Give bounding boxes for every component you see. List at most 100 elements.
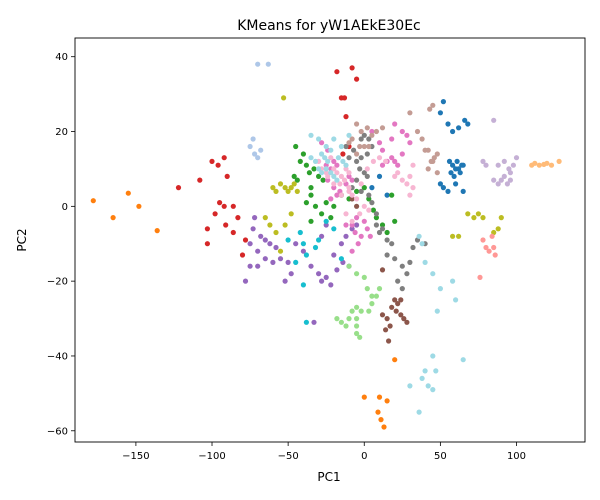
data-point	[352, 229, 358, 236]
data-point	[291, 173, 297, 179]
data-point	[437, 181, 443, 187]
data-point	[462, 117, 468, 123]
data-point	[125, 190, 131, 196]
data-point	[364, 173, 370, 179]
data-point	[281, 95, 287, 101]
data-point	[366, 136, 372, 142]
x-tick-label: −150	[122, 451, 149, 462]
data-point	[376, 286, 383, 292]
data-point	[252, 151, 258, 157]
data-point	[303, 252, 309, 258]
x-axis-label: PC1	[317, 470, 340, 484]
data-point	[384, 252, 390, 258]
data-point	[320, 177, 326, 183]
data-point	[277, 248, 284, 254]
data-point	[328, 155, 334, 161]
data-point	[387, 323, 393, 329]
data-point	[366, 196, 372, 202]
data-point	[386, 338, 392, 344]
data-point	[277, 181, 284, 187]
data-point	[354, 304, 360, 310]
data-point	[460, 188, 466, 194]
data-point	[369, 185, 375, 191]
data-point	[401, 316, 407, 322]
data-point	[303, 319, 309, 325]
data-point	[384, 192, 390, 198]
data-point	[308, 218, 314, 224]
data-point	[325, 173, 331, 179]
data-point	[282, 185, 288, 191]
data-point	[492, 252, 498, 258]
data-point	[331, 158, 337, 164]
data-point	[262, 215, 268, 221]
data-point	[250, 136, 256, 142]
data-point	[389, 192, 395, 198]
data-point	[407, 173, 413, 179]
data-point	[395, 162, 401, 168]
data-point	[343, 211, 349, 217]
data-point	[392, 256, 398, 262]
data-point	[349, 177, 355, 183]
data-point	[285, 259, 291, 265]
data-point	[379, 222, 386, 228]
data-point	[410, 244, 416, 251]
data-point	[110, 215, 116, 221]
data-point	[331, 181, 337, 187]
data-point	[349, 196, 355, 202]
data-point	[343, 114, 349, 120]
data-point	[346, 155, 352, 161]
data-point	[303, 200, 309, 206]
points-layer	[90, 61, 562, 430]
data-point	[323, 218, 329, 224]
x-tick-label: −100	[198, 451, 225, 462]
data-point	[495, 226, 501, 232]
data-point	[392, 357, 398, 363]
data-point	[316, 271, 322, 277]
data-point	[379, 226, 386, 232]
data-point	[379, 312, 386, 318]
data-point	[319, 140, 325, 146]
data-point	[346, 170, 352, 176]
data-point	[273, 229, 279, 236]
data-point	[404, 181, 410, 187]
data-point	[422, 147, 428, 153]
data-point	[343, 162, 349, 168]
data-point	[90, 198, 96, 204]
data-point	[427, 106, 433, 112]
data-point	[379, 162, 386, 168]
data-point	[364, 166, 370, 172]
data-point	[416, 409, 422, 415]
data-point	[398, 297, 404, 303]
data-point	[354, 158, 360, 164]
data-point	[322, 155, 328, 161]
data-point	[422, 368, 428, 374]
data-point	[395, 301, 401, 307]
data-point	[252, 215, 258, 221]
data-point	[349, 226, 355, 232]
data-point	[491, 244, 497, 251]
data-point	[357, 166, 363, 172]
data-point	[351, 147, 357, 153]
data-point	[308, 132, 314, 138]
data-point	[475, 211, 481, 217]
data-point	[456, 233, 462, 239]
data-point	[355, 241, 361, 247]
data-point	[389, 241, 395, 247]
data-point	[354, 188, 360, 194]
data-point	[376, 155, 383, 161]
data-point	[308, 155, 314, 161]
data-point	[346, 132, 352, 138]
data-point	[364, 226, 370, 232]
data-point	[498, 177, 504, 183]
data-point	[294, 188, 300, 194]
data-point	[477, 274, 483, 280]
data-point	[361, 274, 367, 280]
data-point	[404, 271, 410, 277]
data-point	[175, 185, 182, 191]
data-point	[513, 155, 520, 161]
data-point	[480, 215, 486, 221]
data-point	[325, 177, 331, 183]
data-point	[398, 312, 404, 318]
data-point	[328, 147, 334, 153]
data-point	[316, 237, 322, 243]
